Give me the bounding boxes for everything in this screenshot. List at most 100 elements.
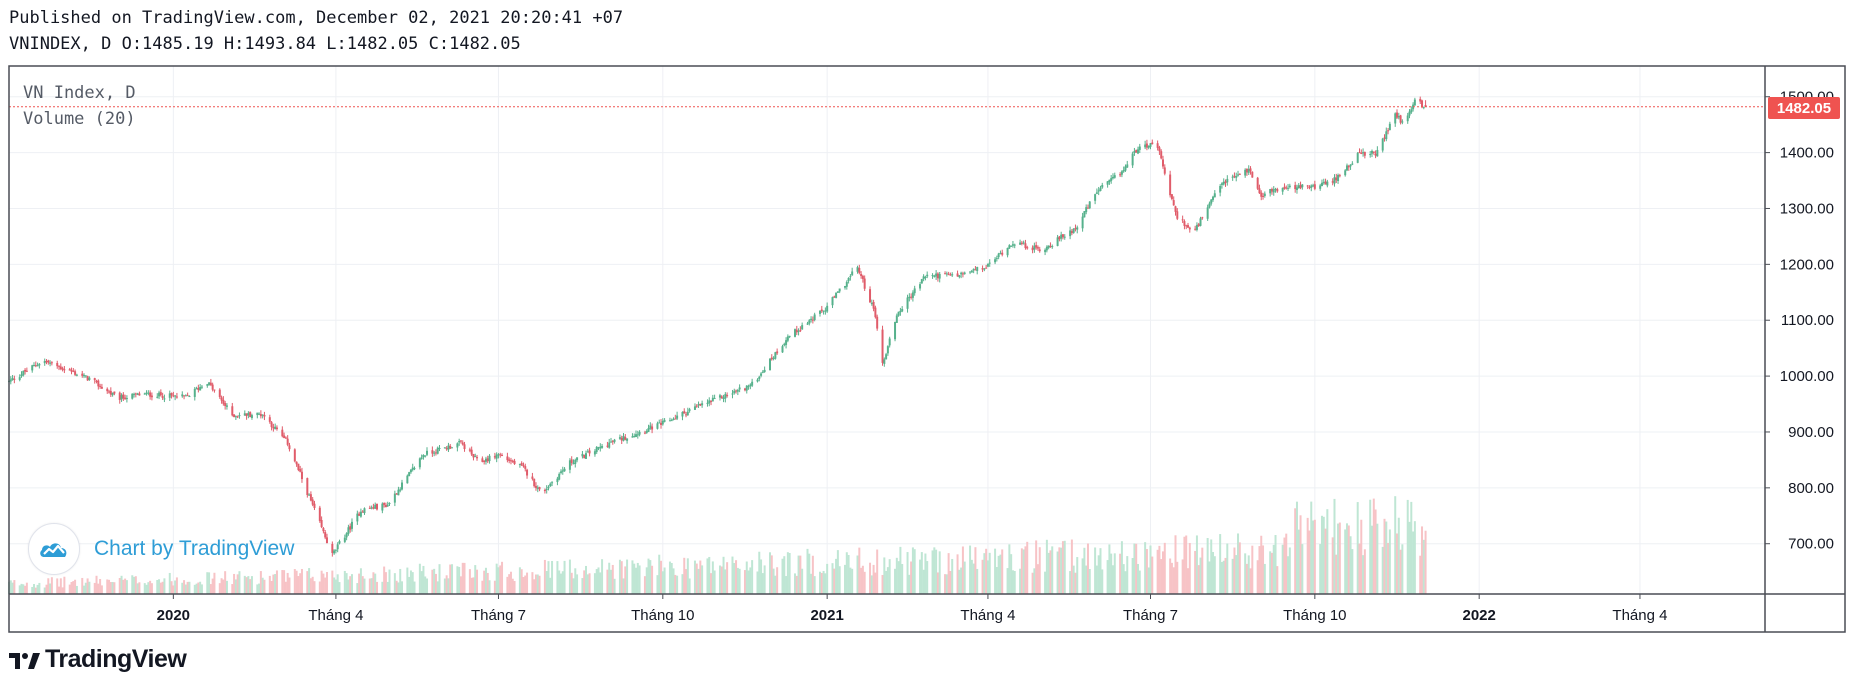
volume-bar <box>924 553 927 594</box>
volume-bar <box>1111 565 1114 594</box>
volume-bar <box>631 560 634 594</box>
legend-symbol[interactable]: VN Index, D <box>23 83 136 103</box>
volume-bar <box>436 581 439 594</box>
volume-bar <box>933 547 936 594</box>
volume-bar <box>300 568 303 594</box>
candle-body <box>338 541 341 544</box>
volume-bar <box>250 576 253 594</box>
candle-body <box>1269 189 1272 194</box>
candle-body <box>1335 177 1338 181</box>
candle-body <box>995 257 998 259</box>
candle-body <box>325 537 328 544</box>
candle-body <box>649 425 652 429</box>
candle-body <box>1295 187 1298 191</box>
legend-volume[interactable]: Volume (20) <box>23 109 136 129</box>
volume-bar <box>1360 519 1363 594</box>
candle-body <box>1347 165 1350 168</box>
volume-bar <box>74 579 77 594</box>
candle-body <box>1194 228 1197 230</box>
candle-body <box>186 395 189 397</box>
volume-bar <box>209 584 212 594</box>
candle-body <box>606 445 609 447</box>
candle-body <box>886 346 889 354</box>
candle-body <box>572 463 575 465</box>
volume-bar <box>1370 525 1373 594</box>
candle-body <box>706 402 709 404</box>
candle-body <box>334 549 337 551</box>
volume-bar <box>1011 570 1014 594</box>
volume-bar <box>86 578 89 594</box>
x-tick-label: Tháng 4 <box>960 607 1015 624</box>
volume-bar <box>1063 540 1066 594</box>
volume-bar <box>733 563 736 594</box>
volume-bar <box>701 565 704 594</box>
candle-body <box>433 452 436 454</box>
candle-body <box>436 447 439 454</box>
volume-bar <box>1394 496 1397 594</box>
candle-body <box>1113 175 1116 178</box>
volume-bar <box>63 576 66 594</box>
volume-bar <box>895 557 898 594</box>
volume-bar <box>1358 543 1361 594</box>
volume-bar <box>1247 555 1250 594</box>
candle-body <box>426 450 429 455</box>
candle-body <box>375 503 378 510</box>
volume-bar <box>1210 539 1213 594</box>
volume-bar <box>845 552 848 594</box>
volume-bar <box>174 580 177 594</box>
candle-body <box>195 388 198 390</box>
volume-bar <box>1312 520 1315 594</box>
volume-bar <box>75 585 78 594</box>
volume-bar <box>1222 560 1225 594</box>
candle-body <box>88 377 91 380</box>
candle-body <box>1110 178 1113 181</box>
volume-bar <box>958 569 961 594</box>
volume-bar <box>788 552 791 594</box>
candle-body <box>143 393 146 395</box>
volume-bar <box>33 584 36 594</box>
volume-bar <box>870 575 873 594</box>
volume-bar <box>49 583 52 594</box>
watermark[interactable]: Chart by TradingView <box>28 523 294 575</box>
price-axis[interactable]: 700.00 800.00 900.00 1000.00 1100.00 1200.00 1… <box>1765 89 1834 553</box>
footer-brand[interactable]: TradingView <box>9 645 187 674</box>
volume-bar <box>343 570 346 594</box>
candle-body <box>306 478 309 496</box>
candle-body <box>983 268 986 270</box>
y-tick-label: 1000.00 <box>1780 368 1834 385</box>
volume-bar <box>509 571 512 594</box>
y-tick-label: 800.00 <box>1788 480 1834 497</box>
candle-body <box>963 272 966 274</box>
candle-body <box>286 438 289 445</box>
volume-bar <box>513 580 516 594</box>
volume-bar <box>1345 523 1348 594</box>
candle-body <box>406 475 409 484</box>
x-tick-label: Tháng 4 <box>308 607 363 624</box>
candle-body <box>1370 150 1373 154</box>
volume-bar <box>774 575 777 594</box>
candle-body <box>247 412 250 416</box>
candle-body <box>320 519 323 528</box>
volume-bar <box>320 570 323 594</box>
volume-bar <box>534 574 537 594</box>
volume-bar <box>461 562 464 594</box>
candle-body <box>1238 173 1241 175</box>
volume-bar <box>1008 544 1011 594</box>
volume-bar <box>568 559 571 594</box>
volume-bar <box>256 584 259 594</box>
candle-body <box>895 315 898 323</box>
volume-bar <box>356 583 359 594</box>
price-chart[interactable]: 700.00 800.00 900.00 1000.00 1100.00 1200.00 1… <box>0 0 1852 640</box>
volume-bar <box>1237 533 1240 594</box>
candle-body <box>1160 151 1163 159</box>
volume-bar <box>234 579 237 594</box>
candle-body <box>849 276 852 278</box>
candle-body <box>844 286 847 288</box>
volume-bar <box>433 568 436 594</box>
volume-bar <box>506 576 509 594</box>
volume-bar <box>706 558 709 594</box>
volume-bar <box>184 584 187 594</box>
volume-bar <box>670 562 673 594</box>
candle-body <box>1024 243 1027 248</box>
time-axis[interactable]: 2020 Tháng 4 Tháng 7 Tháng 10 2021 Tháng 4 Thá… <box>157 594 1668 624</box>
